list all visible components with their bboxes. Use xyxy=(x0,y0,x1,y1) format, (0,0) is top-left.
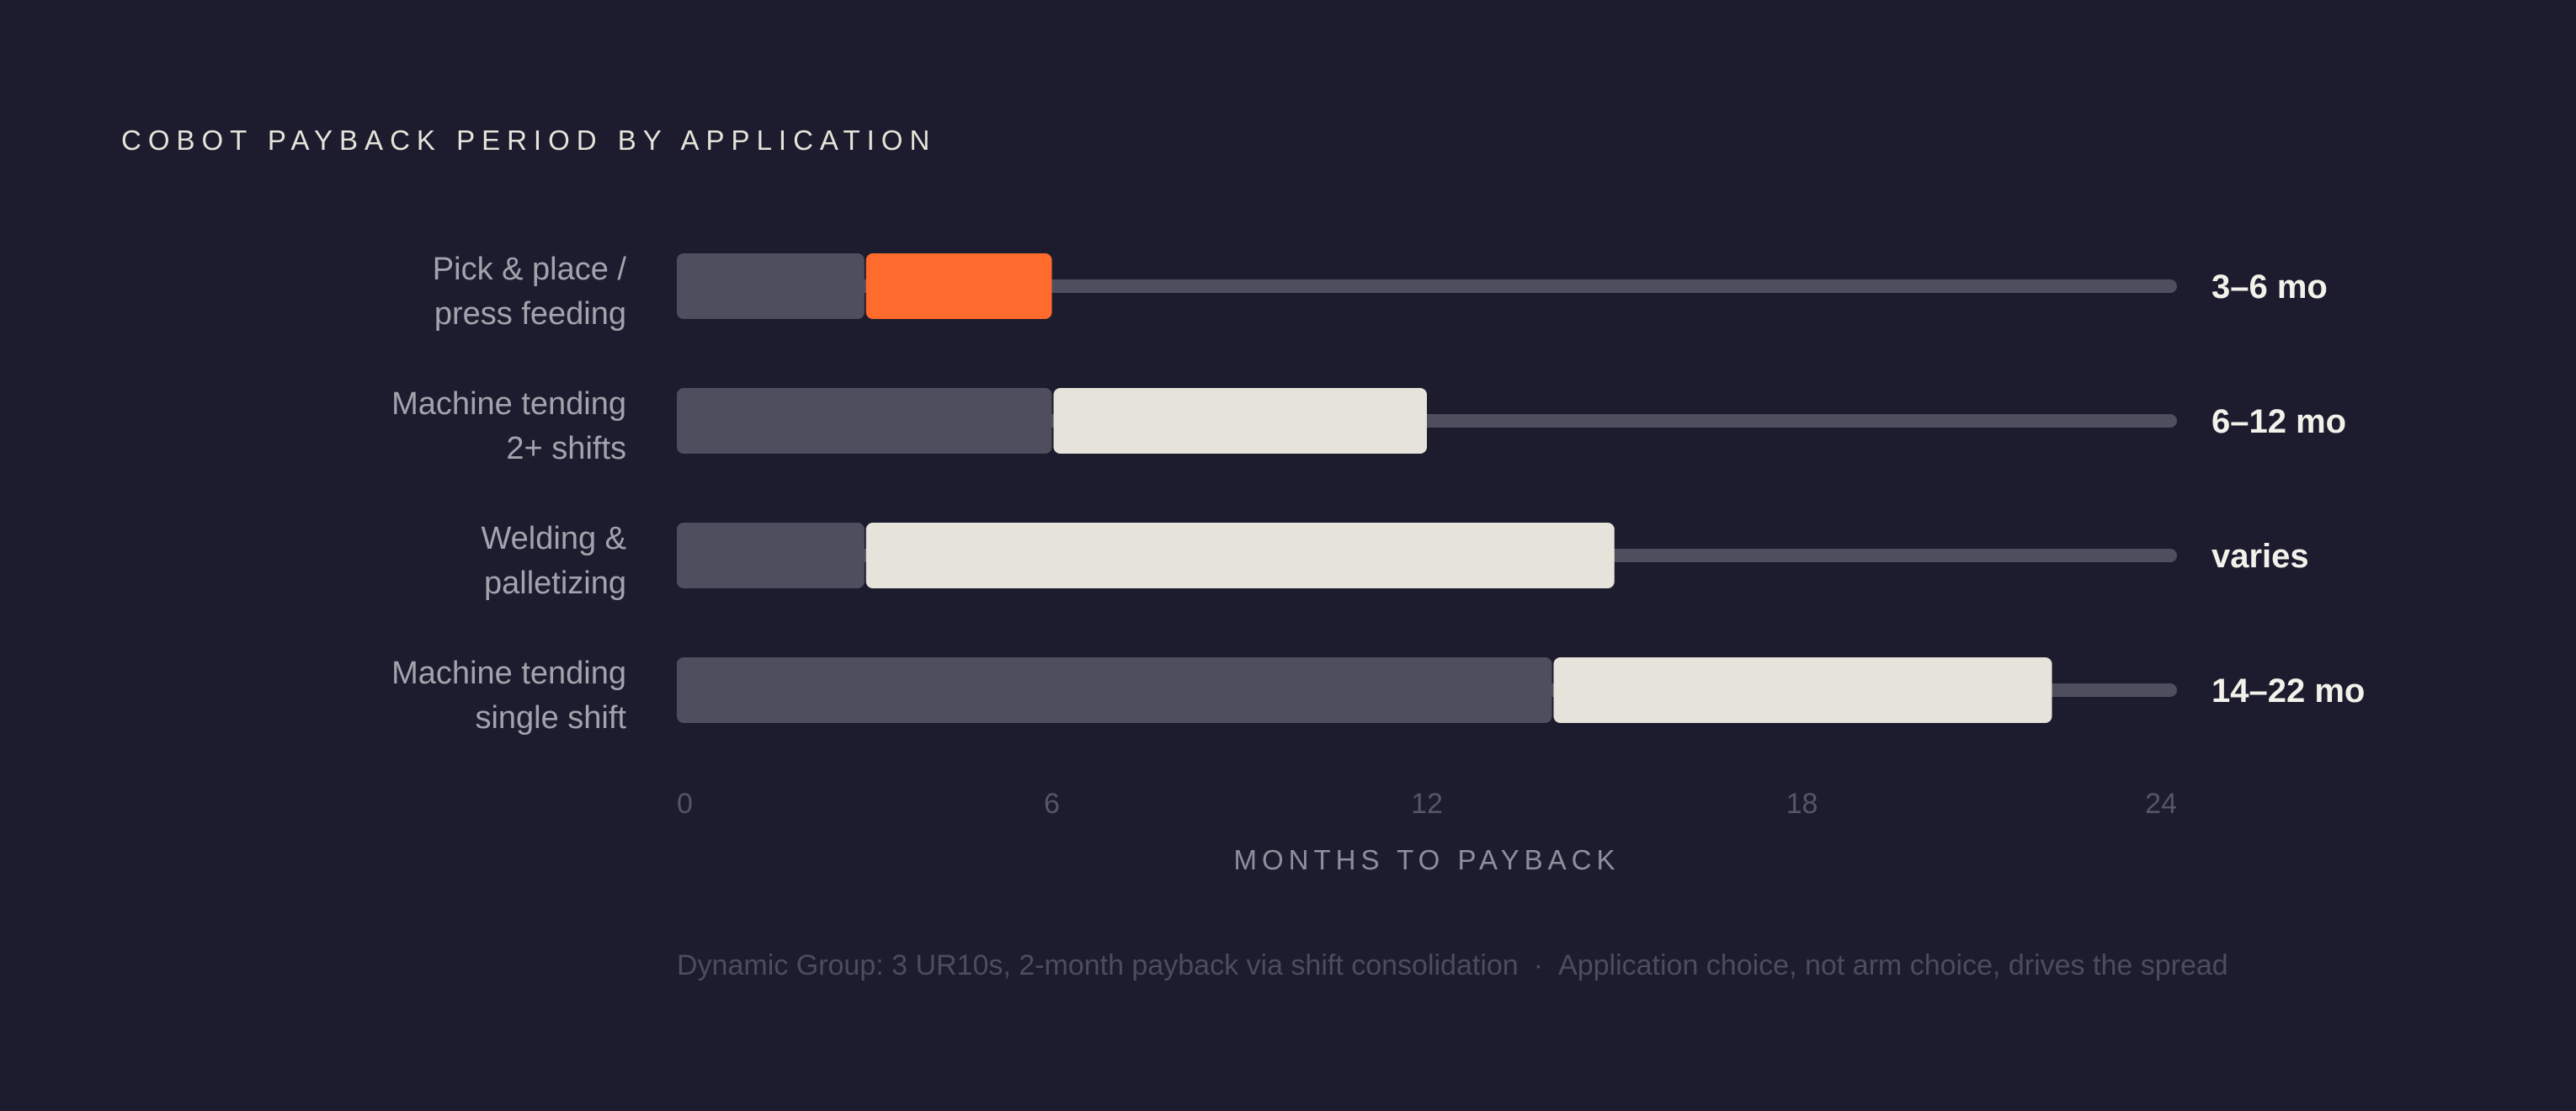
category-label-line: palletizing xyxy=(484,566,626,601)
footnote: Dynamic Group: 3 UR10s, 2-month payback … xyxy=(677,949,2228,982)
footnote-takeaway: Application choice, not arm choice, driv… xyxy=(1558,949,2228,981)
value-label: 3–6 mo xyxy=(2211,268,2328,306)
value-label: varies xyxy=(2211,538,2309,575)
x-tick-label: 24 xyxy=(2145,788,2177,820)
category-label-line: Machine tending xyxy=(391,386,626,422)
category-label-line: 2+ shifts xyxy=(506,431,626,466)
range-bar xyxy=(865,253,1052,319)
category-label-line: Pick & place / xyxy=(433,252,627,287)
category-label: Machine tending single shift xyxy=(391,656,626,736)
footnote-source: Dynamic Group: 3 UR10s, 2-month payback … xyxy=(677,949,1519,981)
footnote-separator: · xyxy=(1533,949,1544,981)
lead-segment xyxy=(677,253,865,319)
category-label-line: single shift xyxy=(475,700,626,736)
x-tick-label: 18 xyxy=(1786,788,1818,820)
category-label: Machine tending 2+ shifts xyxy=(391,386,626,466)
x-tick-label: 12 xyxy=(1411,788,1443,820)
category-label-line: press feeding xyxy=(434,296,626,332)
x-tick-label: 6 xyxy=(1044,788,1060,820)
category-label-line: Welding & xyxy=(481,521,626,556)
range-bar xyxy=(865,523,1615,588)
lead-segment xyxy=(677,523,865,588)
value-label: 14–22 mo xyxy=(2211,672,2365,710)
category-label: Welding & palletizing xyxy=(481,521,626,601)
lead-segment xyxy=(677,657,1552,723)
range-bar xyxy=(1553,657,2052,723)
lead-segment xyxy=(677,388,1052,454)
range-bar xyxy=(1053,388,1427,454)
category-label: Pick & place / press feeding xyxy=(433,252,627,332)
x-tick-label: 0 xyxy=(677,788,693,820)
chart-title: COBOT PAYBACK PERIOD BY APPLICATION xyxy=(121,125,937,156)
x-axis-title: MONTHS TO PAYBACK xyxy=(1234,844,1621,875)
category-label-line: Machine tending xyxy=(391,656,626,691)
value-label: 6–12 mo xyxy=(2211,403,2346,440)
